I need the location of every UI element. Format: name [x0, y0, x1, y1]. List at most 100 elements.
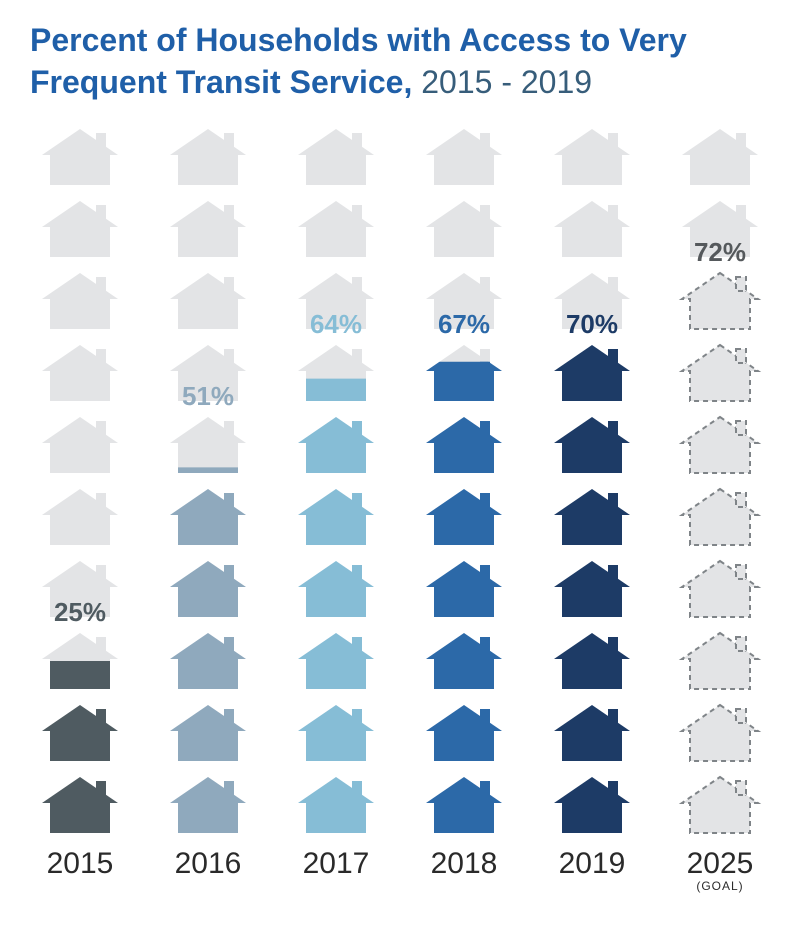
year-label: 2025 [687, 847, 754, 881]
house-icon [676, 631, 764, 691]
house-icon [36, 271, 124, 331]
house-icon [548, 559, 636, 619]
house-cell [670, 625, 770, 697]
house-cell [30, 769, 130, 841]
house-cell [158, 409, 258, 481]
house-icon [676, 415, 764, 475]
year-column: 64%2017 [286, 121, 386, 893]
house-cell [158, 121, 258, 193]
house-icon [676, 703, 764, 763]
percent-label: 72% [670, 237, 770, 268]
house-cell [286, 697, 386, 769]
house-icon [548, 127, 636, 187]
house-cell [286, 481, 386, 553]
house-icon [36, 703, 124, 763]
house-cell [414, 409, 514, 481]
house-cell [158, 193, 258, 265]
house-icon [292, 127, 380, 187]
house-stack: 64% [286, 121, 386, 841]
house-cell [158, 481, 258, 553]
house-icon [164, 271, 252, 331]
title-range: 2015 - 2019 [412, 64, 592, 100]
house-stack: 25% [30, 121, 130, 841]
house-cell [30, 121, 130, 193]
house-icon [292, 199, 380, 259]
year-column: 67%2018 [414, 121, 514, 893]
pictogram-chart: 25% 2015 51% 2016 [30, 121, 776, 893]
house-cell [542, 625, 642, 697]
house-cell [670, 553, 770, 625]
house-cell [158, 553, 258, 625]
year-label: 2015 [47, 847, 114, 881]
house-cell [286, 193, 386, 265]
house-stack: 72% [670, 121, 770, 841]
house-cell [30, 337, 130, 409]
house-cell [670, 481, 770, 553]
house-icon [36, 775, 124, 835]
house-cell [414, 481, 514, 553]
house-icon [548, 703, 636, 763]
house-cell [286, 337, 386, 409]
house-cell [158, 769, 258, 841]
house-cell [542, 193, 642, 265]
chart-title: Percent of Households with Access to Ver… [30, 20, 776, 103]
house-cell [670, 769, 770, 841]
house-icon [292, 631, 380, 691]
house-icon [164, 559, 252, 619]
year-column: 72% 2025(GOAL) [670, 121, 770, 893]
house-icon [292, 343, 380, 403]
house-icon [164, 487, 252, 547]
house-icon [676, 343, 764, 403]
house-cell [30, 625, 130, 697]
house-icon [420, 343, 508, 403]
house-cell [286, 769, 386, 841]
house-cell [414, 769, 514, 841]
house-icon [36, 487, 124, 547]
house-icon [548, 343, 636, 403]
house-icon [548, 775, 636, 835]
house-cell [30, 481, 130, 553]
house-icon [164, 415, 252, 475]
percent-label: 67% [414, 309, 514, 340]
house-stack: 51% [158, 121, 258, 841]
percent-label: 25% [30, 597, 130, 628]
year-label: 2019 [559, 847, 626, 881]
house-cell [670, 337, 770, 409]
house-cell [414, 553, 514, 625]
house-cell [414, 193, 514, 265]
house-icon [292, 703, 380, 763]
house-stack: 70% [542, 121, 642, 841]
percent-label: 64% [286, 309, 386, 340]
house-icon [676, 487, 764, 547]
house-icon [420, 199, 508, 259]
house-cell [30, 265, 130, 337]
house-cell [30, 697, 130, 769]
house-cell [542, 553, 642, 625]
year-label: 2016 [175, 847, 242, 881]
year-column: 25% 2015 [30, 121, 130, 893]
house-cell [414, 697, 514, 769]
house-cell [158, 625, 258, 697]
house-cell [670, 121, 770, 193]
house-icon [164, 199, 252, 259]
house-icon [420, 487, 508, 547]
house-icon [420, 127, 508, 187]
house-cell [286, 409, 386, 481]
house-cell [542, 697, 642, 769]
house-icon [36, 199, 124, 259]
house-icon [164, 703, 252, 763]
house-stack: 67% [414, 121, 514, 841]
house-cell [542, 481, 642, 553]
house-cell [542, 409, 642, 481]
goal-label: (GOAL) [696, 879, 743, 893]
house-icon [292, 559, 380, 619]
house-cell [158, 697, 258, 769]
house-cell [158, 265, 258, 337]
house-cell [414, 121, 514, 193]
house-cell [670, 697, 770, 769]
house-cell [670, 409, 770, 481]
house-icon [548, 631, 636, 691]
year-column: 70% 2019 [542, 121, 642, 893]
house-icon [548, 415, 636, 475]
house-icon [36, 127, 124, 187]
